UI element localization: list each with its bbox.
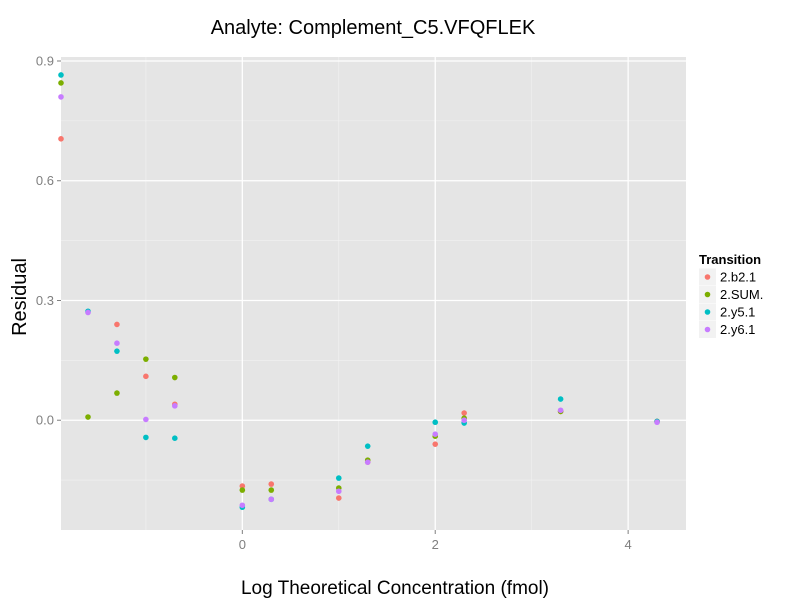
data-points	[58, 72, 660, 511]
data-point	[268, 487, 275, 493]
data-point	[335, 495, 342, 501]
data-point	[85, 309, 91, 316]
data-point	[114, 321, 120, 328]
data-point	[364, 459, 371, 465]
data-point	[114, 340, 120, 346]
data-point	[654, 419, 660, 426]
data-point	[239, 483, 246, 489]
legend-marker	[704, 309, 711, 315]
data-point	[557, 407, 564, 414]
y-tick-label: 0.3	[36, 293, 54, 308]
data-point	[58, 72, 64, 78]
data-point	[432, 431, 439, 438]
plot-panel	[61, 57, 686, 530]
y-tick-label: 0.9	[36, 53, 54, 68]
data-point	[143, 416, 149, 423]
x-axis-label: Log Theoretical Concentration (fmol)	[241, 578, 549, 599]
data-point	[364, 443, 371, 449]
data-point	[172, 435, 178, 441]
x-tick-label: 0	[239, 537, 246, 552]
data-point	[143, 373, 149, 380]
data-point	[58, 136, 64, 142]
data-point	[239, 487, 246, 493]
legend-marker	[704, 326, 711, 333]
data-point	[143, 434, 149, 441]
legend-label: 2.SUM.	[720, 287, 763, 302]
legend: Transition 2.b2.1 2.SUM. 2.y5.1 2.y6.1	[699, 252, 763, 338]
grid-minor	[61, 57, 686, 530]
data-point	[268, 481, 275, 487]
y-axis: 0.0 0.3 0.6 0.9	[36, 53, 61, 428]
data-point	[461, 417, 467, 424]
data-point	[432, 441, 439, 447]
data-point	[85, 414, 91, 420]
data-point	[114, 348, 120, 354]
legend-label: 2.y5.1	[720, 305, 755, 320]
data-point	[114, 390, 120, 396]
data-point	[557, 396, 564, 402]
data-point	[172, 403, 178, 409]
legend-marker	[704, 274, 711, 280]
legend-title: Transition	[699, 252, 761, 267]
data-point	[172, 374, 178, 381]
data-point	[335, 488, 342, 495]
x-axis: 0 2 4	[239, 530, 632, 552]
legend-label: 2.y6.1	[720, 322, 755, 337]
data-point	[58, 80, 64, 86]
data-point	[461, 410, 467, 416]
legend-marker	[704, 291, 711, 298]
data-point	[268, 496, 275, 503]
y-tick-label: 0.0	[36, 413, 54, 428]
y-tick-label: 0.6	[36, 173, 54, 188]
y-axis-label: Residual	[9, 258, 31, 336]
data-point	[432, 419, 439, 426]
legend-items: 2.b2.1 2.SUM. 2.y5.1 2.y6.1	[699, 268, 763, 338]
legend-label: 2.b2.1	[720, 270, 756, 285]
data-point	[239, 502, 246, 509]
data-point	[143, 356, 149, 362]
grid-major	[61, 57, 686, 530]
x-tick-label: 2	[432, 537, 439, 552]
x-tick-label: 4	[625, 537, 632, 552]
data-point	[335, 475, 342, 481]
data-point	[58, 94, 64, 100]
chart-title: Analyte: Complement_C5.VFQFLEK	[211, 17, 536, 39]
